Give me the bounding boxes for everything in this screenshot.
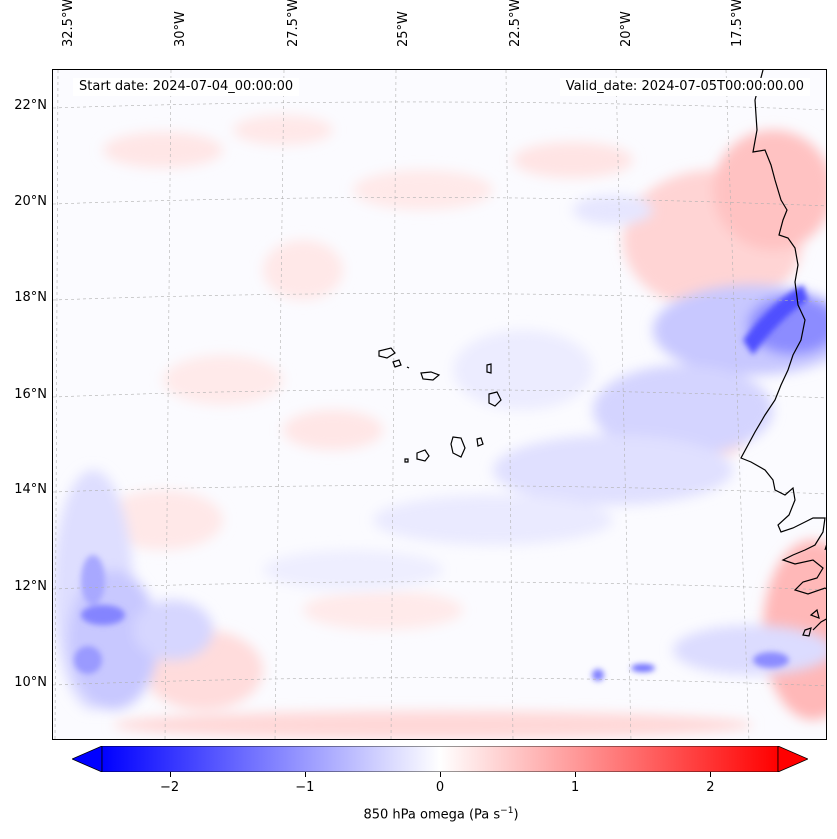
island-brava [404,458,409,463]
colorbar-tick-label: 0 [435,780,445,795]
colorbar-gradient [101,746,779,772]
colorbar-tick-label: 1 [571,780,580,795]
lat-label-10n: 10°N [14,675,47,690]
island-sao-vicente [392,359,402,368]
lon-label-17.5w: 17.5°W [730,0,745,47]
omega-field: Start date: 2024-07-04_00:00:00 Valid_da… [53,70,826,739]
colorbar-extend-max [777,746,808,772]
lat-label-16n: 16°N [14,387,47,402]
island-sal [486,363,492,374]
colorbar-tick-label: −2 [160,780,180,795]
island-sao-nicolau [420,371,441,381]
african-coastline [740,70,826,637]
colorbar-label: 850 hPa omega (Pa s−1) [363,806,519,823]
colorbar-extend-min [72,746,103,772]
colorbar-tickmark [304,772,306,777]
graticule [53,70,826,739]
island-santo-antao [378,347,396,359]
strong-negative-cells [74,285,808,681]
lon-label-25w: 25°W [396,11,411,47]
colorbar-tickmark [575,772,577,777]
lat-label-20n: 20°N [14,194,47,209]
valid-date-label: Valid_date: 2024-07-05T00:00:00.00 [559,78,810,96]
lat-label-12n: 12°N [14,579,47,594]
colorbar-tick-label: 2 [706,780,715,795]
island-fogo [416,449,430,462]
colorbar-tickmark [440,772,441,777]
lon-label-32.5w: 32.5°W [61,0,76,47]
lon-label-22.5w: 22.5°W [508,0,523,47]
island-santiago [450,436,466,458]
colorbar [72,746,808,772]
lon-label-27.5w: 27.5°W [286,0,301,47]
colorbar-tick-label: −1 [295,780,315,795]
lat-label-18n: 18°N [14,290,47,305]
colorbar-tickmark [710,772,712,777]
island-boa-vista [488,391,502,407]
map-panel: Start date: 2024-07-04_00:00:00 Valid_da… [52,69,827,740]
start-date-label: Start date: 2024-07-04_00:00:00 [73,78,300,96]
lat-label-22n: 22°N [14,98,47,113]
lon-label-30w: 30°W [173,11,188,47]
colorbar-tickmark [169,772,171,777]
lat-label-14n: 14°N [14,482,47,497]
cape-verde-islands [378,347,502,463]
island-santa-luzia [406,366,410,369]
lon-label-20w: 20°W [619,11,634,47]
island-maio [476,437,484,447]
